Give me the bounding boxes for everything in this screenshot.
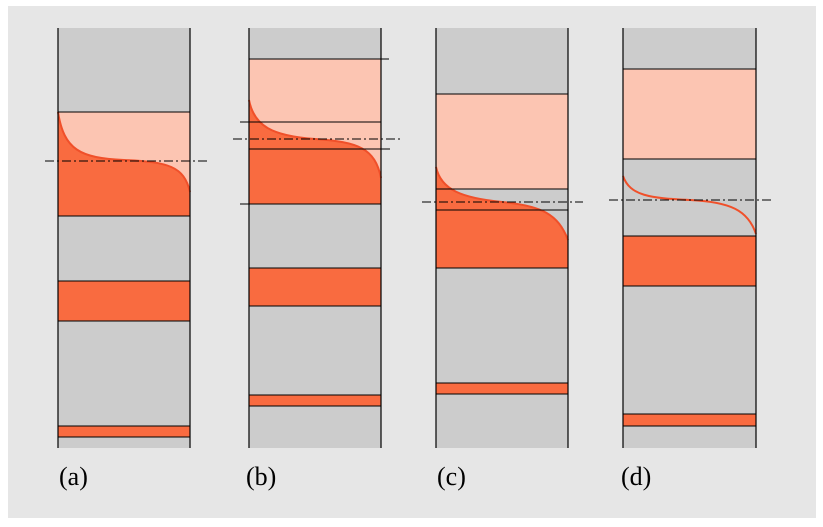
dark-orange-band: [249, 268, 381, 306]
light-orange-band: [623, 69, 756, 159]
layer-boundaries: [58, 111, 190, 438]
dark-orange-thin-band: [58, 426, 190, 437]
dark-orange-thin-band: [249, 395, 381, 406]
dark-orange-band: [58, 281, 190, 321]
dark-orange-interface-fill: [436, 167, 568, 268]
dark-orange-interface-fill: [249, 100, 381, 204]
panel-label-a: (a): [59, 462, 88, 491]
dark-orange-interface-fill: [58, 112, 190, 216]
layer-boundaries: [240, 58, 390, 407]
column-outline: [435, 28, 569, 448]
panel-a: (a): [45, 28, 209, 491]
column-outline: [248, 28, 382, 448]
interface-profile-curve: [57, 111, 191, 193]
panel-c: (c): [422, 28, 583, 491]
column-outline: [622, 28, 757, 448]
panel-b: (b): [233, 28, 400, 491]
panel-d: (d): [609, 28, 771, 491]
light-orange-band: [436, 94, 568, 189]
panel-label-c: (c): [437, 462, 466, 491]
column-outline: [57, 28, 191, 448]
dark-orange-thin-band: [623, 414, 756, 426]
dark-orange-band: [623, 236, 756, 286]
layer-boundaries: [623, 68, 756, 427]
panel-label-b: (b): [246, 462, 276, 491]
panel-label-d: (d): [621, 462, 651, 491]
dark-orange-thin-band: [436, 383, 568, 394]
layer-boundaries: [436, 93, 568, 395]
gray-layer: [58, 28, 190, 448]
